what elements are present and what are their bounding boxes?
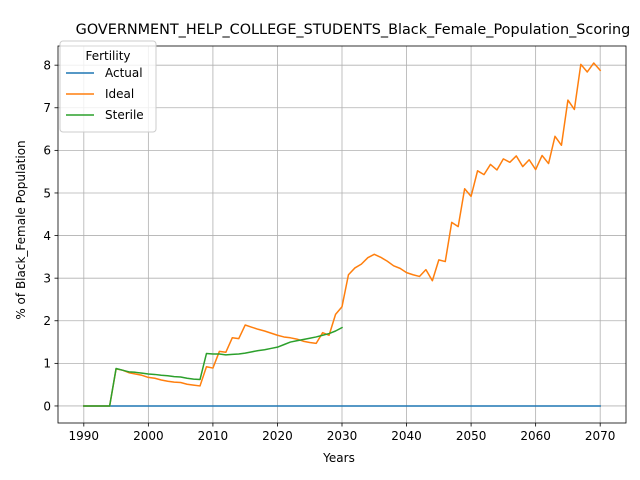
x-tick-label: 2060 <box>520 429 551 443</box>
x-tick-label: 2040 <box>391 429 422 443</box>
y-axis-label: % of Black_Female Population <box>14 140 28 319</box>
x-tick-label: 2050 <box>456 429 487 443</box>
y-tick-label: 2 <box>43 314 51 328</box>
x-tick-label: 2010 <box>198 429 229 443</box>
y-tick-label: 4 <box>43 229 51 243</box>
x-tick-label: 1990 <box>69 429 100 443</box>
y-tick-label: 8 <box>43 58 51 72</box>
y-tick-label: 0 <box>43 399 51 413</box>
legend-box <box>59 40 157 133</box>
series-line-ideal <box>83 62 602 407</box>
legend-label-ideal: Ideal <box>105 87 134 101</box>
axis-ticks: 1990 2000 2010 2020 2030 2040 2050 2060 2070 0 1 2 3… <box>43 58 615 443</box>
y-tick-label: 5 <box>43 186 51 200</box>
series-lines <box>83 62 602 407</box>
series-line-sterile <box>83 326 344 407</box>
x-tick-label: 2020 <box>262 429 293 443</box>
legend-label-actual: Actual <box>105 66 143 80</box>
x-tick-label: 2000 <box>133 429 164 443</box>
chart-title: GOVERNMENT_HELP_COLLEGE_STUDENTS_Black_F… <box>76 22 631 38</box>
legend-label-sterile: Sterile <box>105 108 144 122</box>
x-tick-label: 2030 <box>327 429 358 443</box>
legend-title: Fertility <box>85 49 130 63</box>
legend: Fertility Actual Ideal Sterile <box>59 40 157 133</box>
y-tick-label: 6 <box>43 144 51 158</box>
x-tick-label: 2070 <box>585 429 616 443</box>
x-axis-label: Years <box>322 451 355 465</box>
y-tick-label: 7 <box>43 101 51 115</box>
y-tick-label: 3 <box>43 271 51 285</box>
y-tick-label: 1 <box>43 357 51 371</box>
